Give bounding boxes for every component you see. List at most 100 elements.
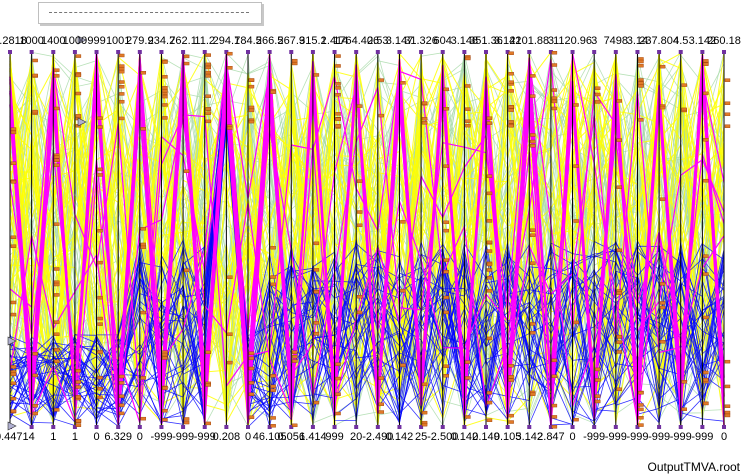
data-line-magenta xyxy=(9,91,725,422)
hist-marker xyxy=(486,116,493,120)
hist-marker xyxy=(530,330,536,335)
hist-marker xyxy=(508,375,514,379)
hist-marker xyxy=(378,402,385,406)
axis-min-label: 0 xyxy=(137,431,143,443)
axis-max-label: 1000 xyxy=(19,35,43,47)
hist-marker xyxy=(443,107,449,111)
hist-marker xyxy=(594,378,601,382)
hist-marker xyxy=(616,99,623,103)
hist-marker xyxy=(530,144,536,148)
hist-marker xyxy=(703,59,709,63)
axis-min-label: -0.4471 xyxy=(0,431,29,443)
axis-max-label: 1001 xyxy=(106,35,130,47)
hist-marker xyxy=(313,241,320,246)
data-line-blue xyxy=(9,77,725,427)
hist-marker xyxy=(75,419,82,423)
axis-max-label: 266.5 xyxy=(256,35,284,47)
hist-marker xyxy=(551,374,558,379)
hist-marker xyxy=(54,320,60,324)
hist-marker xyxy=(54,408,60,412)
hist-marker xyxy=(118,64,125,68)
hist-marker xyxy=(616,350,623,354)
hist-marker xyxy=(594,100,601,104)
hist-marker xyxy=(162,88,168,93)
hist-marker xyxy=(118,80,125,84)
hist-marker xyxy=(140,310,147,315)
axis-max-label: 11.2 xyxy=(194,35,215,47)
hist-marker xyxy=(292,423,298,428)
hist-marker xyxy=(551,358,558,363)
hist-marker xyxy=(270,90,276,94)
hist-marker xyxy=(162,94,168,99)
hist-marker xyxy=(118,116,125,121)
hist-marker xyxy=(616,387,623,391)
hist-marker xyxy=(551,403,558,408)
axis-min-label: -999 xyxy=(670,431,692,443)
hist-marker xyxy=(616,340,623,344)
axis-max-label: 2.53 xyxy=(367,35,388,47)
hist-marker xyxy=(75,423,82,427)
axis-max-label: 3.147 xyxy=(386,35,414,47)
hist-marker xyxy=(638,403,644,407)
hist-marker xyxy=(248,119,255,124)
data-line-yellow xyxy=(9,83,725,424)
hist-marker xyxy=(335,411,341,416)
hist-marker xyxy=(724,410,731,415)
hist-marker xyxy=(97,173,103,177)
hist-marker xyxy=(335,392,341,396)
axis-max-label: 237.804 xyxy=(639,35,679,47)
hist-marker xyxy=(486,289,493,293)
hist-marker xyxy=(703,254,709,258)
hist-marker xyxy=(162,356,168,360)
hist-marker xyxy=(118,69,125,74)
hist-marker xyxy=(530,133,536,137)
hist-marker xyxy=(270,275,276,279)
hist-marker xyxy=(32,404,38,408)
hist-marker xyxy=(54,348,60,352)
axis-min-label: 6.329 xyxy=(104,431,132,443)
range-marker xyxy=(7,421,17,431)
hist-marker xyxy=(10,244,17,248)
hist-marker xyxy=(75,54,82,58)
hist-marker xyxy=(616,138,623,142)
hist-marker xyxy=(10,312,17,317)
hist-marker xyxy=(486,249,493,253)
hist-marker xyxy=(335,376,341,381)
hist-marker xyxy=(335,117,341,121)
hist-marker xyxy=(162,75,168,79)
hist-marker xyxy=(97,116,103,120)
hist-marker xyxy=(118,99,125,104)
hist-marker xyxy=(227,332,233,336)
hist-marker xyxy=(530,322,536,326)
hist-marker xyxy=(378,78,385,82)
hist-marker xyxy=(465,376,471,380)
hist-marker xyxy=(443,164,449,168)
axis-max-label: 999 xyxy=(87,35,105,47)
axis-max-label: 1120.96 xyxy=(553,35,592,47)
hist-marker xyxy=(118,394,125,398)
hist-marker xyxy=(703,378,709,382)
axis-max-label: 315.2 xyxy=(299,35,327,47)
axis-max-label: 279.9 xyxy=(126,35,154,47)
hist-marker xyxy=(421,382,428,387)
hist-marker xyxy=(356,179,363,183)
data-line-blue xyxy=(9,126,725,426)
hist-marker xyxy=(551,99,558,104)
hist-marker xyxy=(530,74,536,78)
hist-marker xyxy=(616,185,623,189)
hist-marker xyxy=(508,80,514,84)
axis-min-label: 0 xyxy=(245,431,251,443)
hist-marker xyxy=(183,169,190,173)
range-marker xyxy=(7,336,17,346)
data-line-yellow xyxy=(9,71,725,416)
hist-marker xyxy=(335,64,341,68)
hist-marker xyxy=(10,180,17,184)
hist-marker xyxy=(183,417,190,421)
axis-max-label: 1.414 xyxy=(321,35,349,47)
axis-max-label: 7498 xyxy=(604,35,628,47)
hist-marker xyxy=(486,336,493,341)
hist-marker xyxy=(248,84,255,89)
hist-marker xyxy=(465,107,471,111)
hist-marker xyxy=(443,87,449,92)
